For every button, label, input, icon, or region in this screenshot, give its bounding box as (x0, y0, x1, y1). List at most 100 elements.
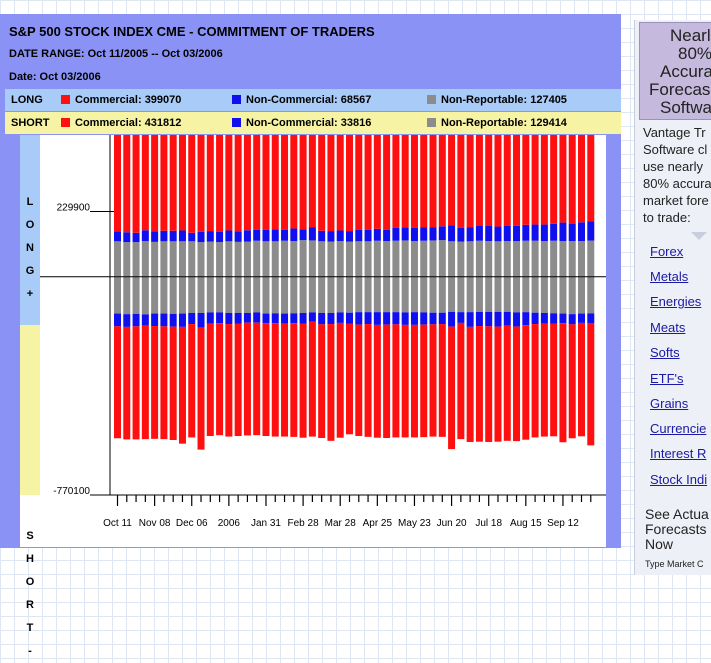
link-softs[interactable]: Softs (650, 345, 680, 360)
bar-short-commercial-39 (475, 326, 483, 442)
link-stock-indices[interactable]: Stock Indi (650, 472, 708, 487)
bar-long-nonreportable-29 (383, 241, 391, 277)
see-forecasts-text[interactable]: See Actua Forecasts Now (645, 507, 709, 552)
link-interest-rates[interactable]: Interest R (650, 446, 707, 461)
bar-short-noncommercial-49 (568, 314, 576, 325)
bar-long-noncommercial-16 (262, 229, 270, 242)
bar-long-noncommercial-33 (420, 227, 428, 241)
bar-long-noncommercial-41 (494, 226, 502, 242)
bar-long-commercial-25 (346, 135, 353, 232)
bar-long-nonreportable-15 (253, 240, 261, 277)
link-energies[interactable]: Energies (650, 294, 702, 309)
bar-long-noncommercial-19 (290, 228, 298, 242)
bar-short-nonreportable-41 (494, 276, 502, 312)
bar-long-noncommercial-21 (308, 227, 316, 241)
bar-short-commercial-0 (114, 326, 121, 439)
noncommercial-swatch (232, 118, 241, 127)
bar-long-nonreportable-47 (550, 240, 558, 277)
bar-short-noncommercial-39 (475, 311, 483, 327)
bar-short-commercial-36 (448, 326, 456, 450)
bar-short-commercial-13 (234, 323, 242, 437)
bar-short-noncommercial-16 (262, 313, 270, 324)
bar-short-nonreportable-22 (318, 276, 326, 313)
bar-long-noncommercial-4 (151, 231, 159, 242)
see-line: Now (645, 536, 674, 552)
bar-short-commercial-33 (420, 324, 428, 438)
x-tick-label-11: Aug 15 (510, 518, 542, 529)
bar-long-noncommercial-3 (141, 230, 149, 242)
bar-short-nonreportable-20 (299, 276, 307, 313)
bar-short-nonreportable-4 (151, 276, 159, 314)
short-commercial-text: Commercial: 431812 (75, 117, 182, 129)
commercial-swatch (61, 118, 70, 127)
link-etfs[interactable]: ETF's (650, 371, 684, 386)
bar-long-noncommercial-13 (234, 231, 242, 242)
bar-long-commercial-8 (188, 135, 196, 233)
bar-long-commercial-50 (578, 135, 585, 223)
bar-long-noncommercial-0 (114, 231, 121, 242)
bar-long-noncommercial-15 (253, 229, 261, 241)
bar-short-nonreportable-16 (262, 276, 270, 314)
bar-long-commercial-16 (262, 135, 270, 230)
bar-long-noncommercial-47 (550, 223, 558, 241)
bar-short-commercial-15 (253, 322, 261, 436)
bar-long-commercial-12 (225, 135, 233, 231)
bar-long-noncommercial-32 (410, 227, 418, 242)
ad-line: Nearl (670, 26, 711, 45)
bar-short-nonreportable-34 (429, 276, 437, 313)
bar-short-nonreportable-33 (420, 276, 428, 313)
type-market-label: Type Market C (645, 559, 704, 569)
bar-short-noncommercial-15 (253, 312, 261, 323)
bar-long-nonreportable-4 (151, 241, 159, 277)
nonreportable-swatch (427, 95, 436, 104)
bar-long-nonreportable-8 (188, 241, 196, 277)
bar-long-commercial-42 (503, 135, 511, 226)
bar-long-noncommercial-46 (540, 224, 548, 242)
link-grains[interactable]: Grains (650, 396, 689, 411)
bar-long-commercial-19 (290, 135, 298, 229)
bar-long-commercial-40 (485, 135, 493, 226)
link-metals[interactable]: Metals (650, 269, 689, 284)
bar-long-commercial-48 (559, 135, 567, 223)
bar-long-noncommercial-40 (485, 225, 493, 241)
bar-short-commercial-35 (438, 324, 446, 437)
bar-short-commercial-9 (197, 327, 205, 450)
bar-short-nonreportable-43 (513, 276, 521, 313)
bar-long-nonreportable-48 (559, 241, 567, 277)
ad-banner[interactable]: Nearl 80% Accura Forecas Softwa (639, 22, 711, 120)
bar-short-commercial-44 (522, 325, 530, 440)
bar-short-nonreportable-10 (206, 276, 214, 313)
link-forex[interactable]: Forex (650, 244, 684, 259)
bar-short-noncommercial-22 (318, 313, 326, 325)
bar-short-commercial-19 (290, 323, 298, 437)
bar-short-commercial-10 (206, 323, 214, 437)
bar-long-commercial-32 (410, 135, 418, 228)
x-tick-label-1: Nov 08 (139, 518, 171, 529)
bar-long-commercial-21 (308, 135, 316, 228)
short-nonreportable-legend: Non-Reportable: 129414 (427, 117, 567, 129)
bar-long-noncommercial-45 (531, 224, 539, 241)
bar-short-noncommercial-30 (392, 312, 400, 325)
bar-long-nonreportable-5 (160, 241, 168, 277)
ad-text-line: Software cl (643, 142, 708, 157)
chart-title: S&P 500 STOCK INDEX CME - COMMITMENT OF … (9, 24, 375, 39)
short-nonreportable-text: Non-Reportable: 129414 (441, 117, 567, 129)
bar-long-noncommercial-1 (123, 232, 131, 243)
short-legend-row: SHORT Commercial: 431812 Non-Commercial:… (5, 112, 621, 134)
x-tick-label-10: Jul 18 (475, 518, 502, 529)
bar-short-nonreportable-44 (522, 276, 530, 313)
bar-short-nonreportable-9 (197, 276, 205, 313)
bar-long-commercial-26 (355, 135, 363, 230)
bar-short-noncommercial-25 (346, 312, 353, 324)
bar-long-nonreportable-18 (281, 240, 289, 277)
bar-short-nonreportable-14 (243, 276, 251, 313)
bar-long-nonreportable-45 (531, 240, 539, 277)
bar-long-commercial-30 (392, 135, 400, 228)
bar-long-noncommercial-25 (346, 231, 353, 242)
link-currencies[interactable]: Currencie (650, 421, 707, 436)
bar-long-commercial-4 (151, 135, 159, 232)
link-meats[interactable]: Meats (650, 320, 686, 335)
bar-long-noncommercial-37 (457, 227, 465, 242)
bar-long-nonreportable-36 (448, 241, 456, 277)
bar-long-nonreportable-44 (522, 240, 530, 277)
